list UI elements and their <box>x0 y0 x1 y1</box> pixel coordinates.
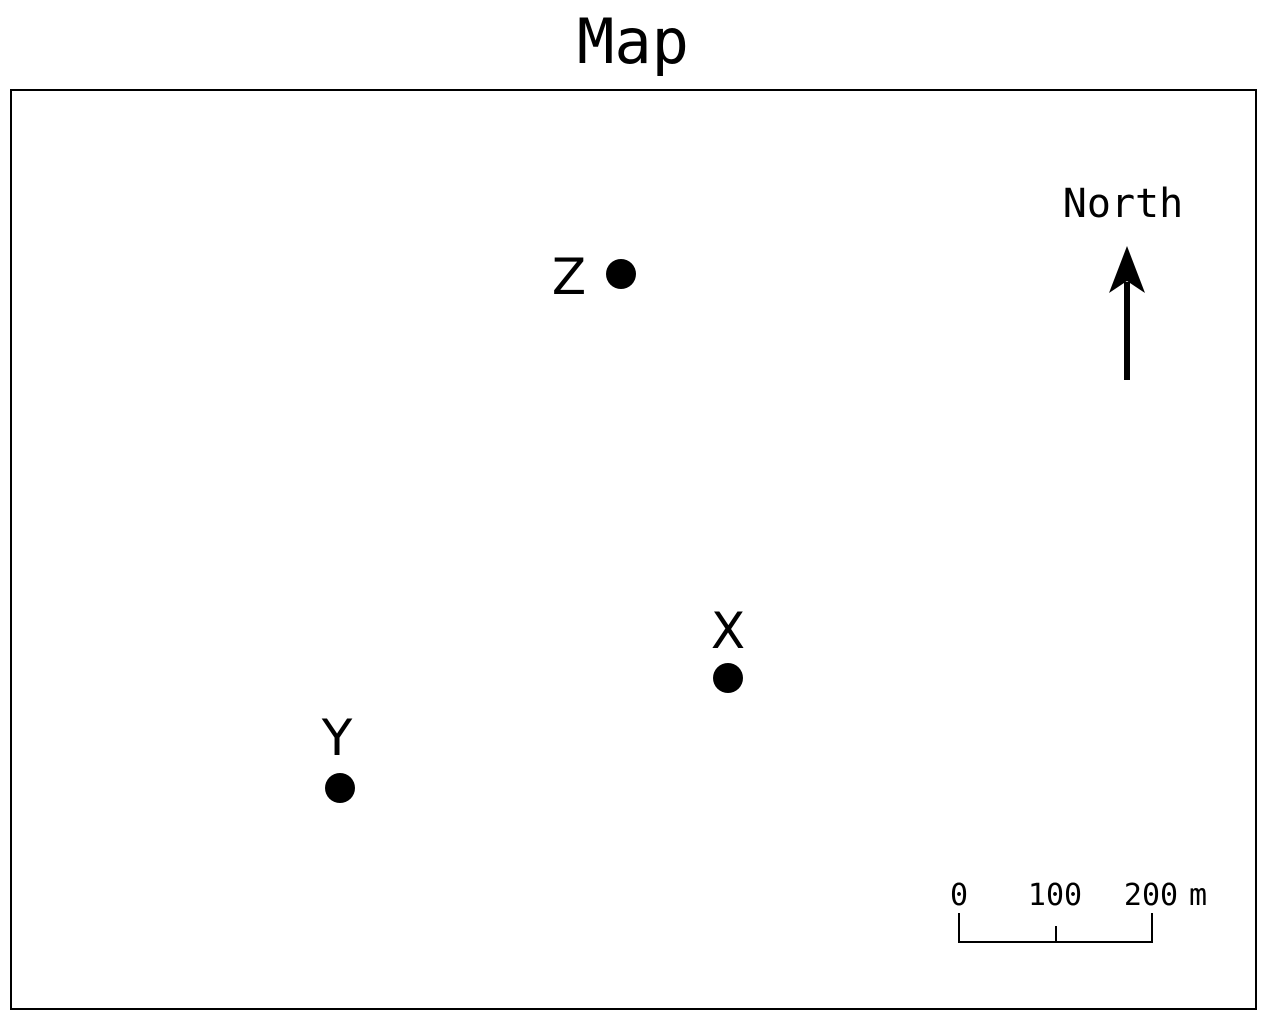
point-z-marker <box>606 259 636 289</box>
scale-tick-label-100: 100 <box>1028 878 1082 913</box>
scale-bar: 0 100 200 m <box>950 878 1207 943</box>
point-y: Y <box>321 709 355 803</box>
point-x-marker <box>713 663 743 693</box>
north-arrow-icon <box>1109 246 1145 380</box>
map-frame <box>10 89 1257 1010</box>
scale-tick-label-200: 200 <box>1124 878 1178 913</box>
map-title: Map <box>577 5 689 78</box>
point-y-marker <box>325 773 355 803</box>
scale-tick-label-0: 0 <box>950 878 968 913</box>
point-z-label: Z <box>552 248 586 306</box>
point-z: Z <box>552 248 636 306</box>
point-x: X <box>711 602 745 693</box>
scale-unit-label: m <box>1189 878 1207 913</box>
north-label: North <box>1063 181 1183 227</box>
point-x-label: X <box>711 602 745 660</box>
point-y-label: Y <box>321 709 353 767</box>
